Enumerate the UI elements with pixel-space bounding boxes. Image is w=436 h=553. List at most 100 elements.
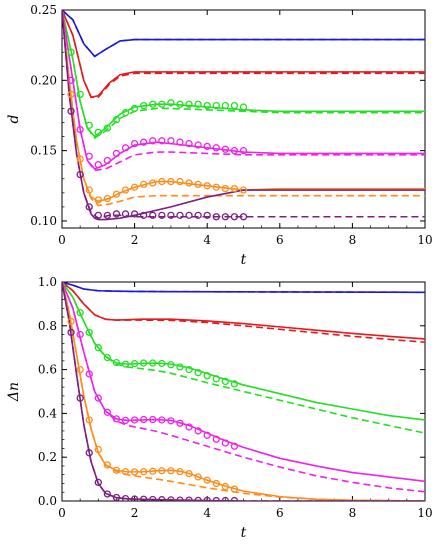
data-point [239, 186, 248, 194]
x-tick-label: 10 [417, 506, 432, 520]
data-point [185, 496, 193, 501]
data-point [194, 100, 202, 108]
series-line-solid [62, 10, 425, 58]
data-point [85, 370, 93, 378]
data-point [221, 439, 230, 447]
data-point [149, 467, 157, 475]
data-point [140, 495, 148, 501]
series-line-solid [62, 282, 425, 501]
x-tick-label: 2 [131, 233, 139, 247]
data-point [103, 124, 112, 132]
data-point [76, 155, 84, 163]
data-point [212, 479, 220, 488]
series-line-dashed [62, 282, 425, 294]
series-line-solid [62, 10, 425, 170]
data-point [194, 180, 202, 189]
data-point [185, 365, 193, 374]
x-tick-label: 4 [203, 506, 211, 520]
data-point [167, 496, 175, 501]
x-tick-label: 4 [203, 233, 211, 247]
data-point [212, 101, 220, 110]
data-point [185, 423, 193, 431]
series-line-dashed [62, 10, 425, 58]
data-point [85, 203, 93, 211]
data-point [221, 496, 229, 501]
data-point [112, 190, 121, 198]
series-line-dashed [62, 282, 425, 501]
series-group [62, 282, 425, 501]
data-point [167, 211, 175, 219]
data-point [212, 183, 220, 191]
data-point [221, 101, 230, 110]
data-point [112, 149, 121, 158]
panel-delta-n: 0 2 4 6 8 10 0.0 0.2 0.4 0.6 0.8 1.0 t Δn [6, 275, 433, 541]
y-tick-label: 0.2 [38, 450, 57, 464]
data-point [112, 466, 121, 474]
data-point [103, 156, 112, 165]
data-point [203, 211, 211, 219]
data-point [167, 467, 175, 475]
y-axis-title: Δn [6, 382, 22, 402]
x-tick-label: 8 [349, 233, 357, 247]
data-point [130, 360, 139, 368]
data-point [121, 109, 130, 117]
data-point [185, 211, 193, 219]
data-point [221, 377, 230, 386]
data-point [76, 365, 84, 374]
x-axis-title: t [241, 525, 247, 541]
y-tick-label: 0.4 [38, 406, 57, 420]
data-point [176, 138, 184, 146]
data-point [140, 138, 148, 146]
y-tick-label: 0.20 [30, 73, 57, 87]
data-point [85, 121, 93, 129]
data-point [176, 211, 184, 219]
data-point [176, 177, 184, 186]
data-point [158, 211, 166, 219]
data-point [149, 415, 157, 424]
series-line-solid [62, 282, 425, 421]
data-point [67, 48, 75, 56]
data-point [130, 183, 139, 191]
y-tick-label: 0.15 [30, 144, 57, 158]
series-line-solid [62, 10, 425, 203]
data-point [167, 417, 175, 425]
data-point [76, 330, 84, 339]
data-point [94, 211, 102, 219]
data-point [94, 394, 102, 402]
data-point [194, 369, 202, 377]
data-point [203, 372, 211, 380]
data-point [67, 76, 75, 84]
data-point [85, 152, 93, 160]
data-point [176, 496, 184, 501]
data-point [176, 363, 184, 371]
data-point [167, 361, 175, 369]
data-point [203, 101, 211, 110]
data-point [158, 416, 166, 424]
data-point [221, 482, 230, 491]
data-point [140, 211, 148, 219]
data-point [121, 360, 130, 368]
y-tick-label: 1.0 [38, 275, 57, 289]
data-point [194, 473, 202, 481]
data-point [121, 468, 130, 476]
data-point [149, 179, 157, 187]
data-point [130, 139, 139, 148]
data-point [112, 116, 121, 124]
x-tick-label: 2 [131, 506, 139, 520]
data-point [140, 180, 148, 189]
y-tick-label: 0.25 [30, 3, 57, 17]
data-point [130, 210, 139, 218]
data-point [185, 139, 193, 148]
x-tick-label: 10 [417, 233, 432, 247]
data-point [221, 145, 230, 153]
data-point [112, 358, 121, 367]
data-point [121, 186, 130, 194]
data-point [94, 196, 102, 204]
data-point [121, 416, 130, 425]
data-point [167, 137, 175, 145]
data-point [221, 213, 230, 221]
data-point [194, 141, 202, 149]
data-point [112, 415, 121, 423]
data-point [212, 435, 220, 443]
